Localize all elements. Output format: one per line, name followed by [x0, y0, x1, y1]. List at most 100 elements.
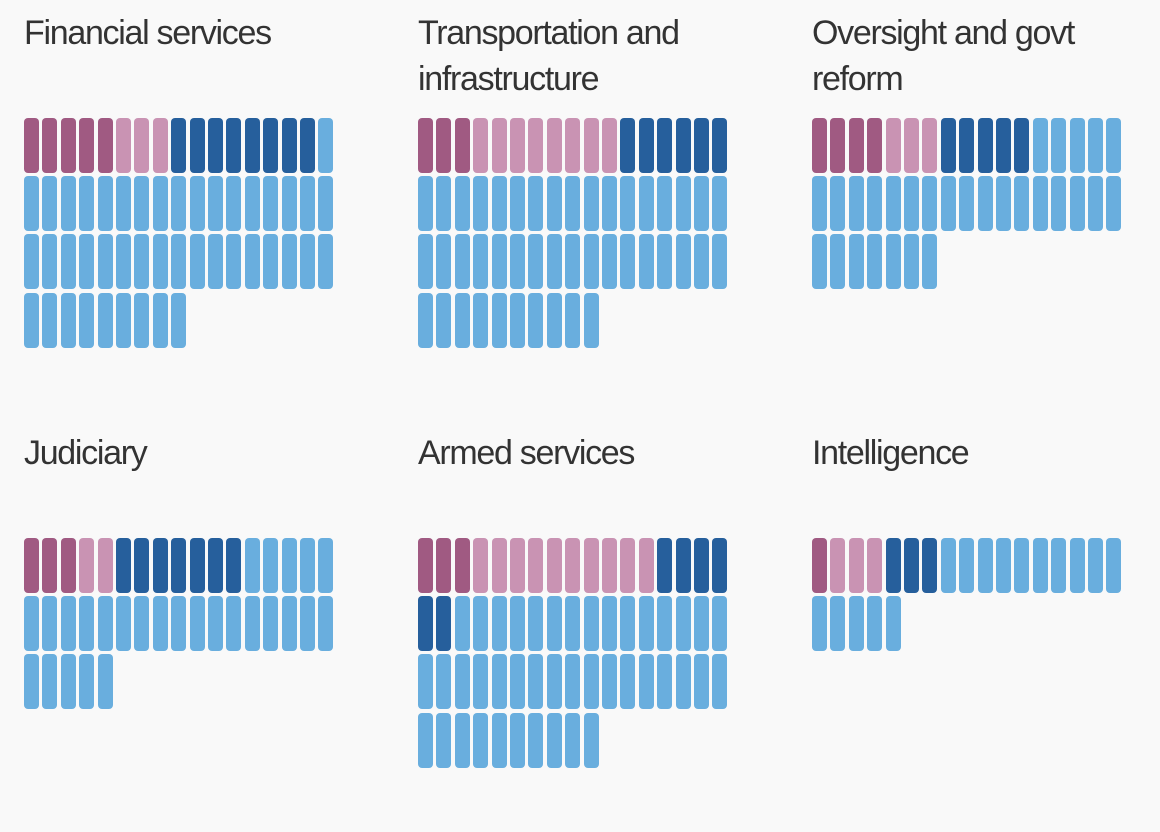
waffle-cell	[546, 596, 562, 652]
waffle-cell	[922, 234, 938, 290]
waffle-cell	[134, 292, 150, 348]
waffle-cell	[208, 176, 223, 232]
waffle-cell	[638, 234, 654, 290]
waffle-cell	[922, 118, 938, 173]
waffle-cell	[1014, 538, 1030, 593]
waffle-cell	[583, 596, 599, 652]
waffle-cell	[171, 234, 187, 290]
waffle-cell	[263, 596, 279, 652]
waffle-cell	[60, 234, 76, 290]
waffle-cell	[189, 596, 205, 652]
waffle-cell	[959, 176, 975, 232]
waffle-cell	[1014, 176, 1030, 232]
waffle-cell	[694, 596, 709, 652]
waffle-cell	[152, 118, 168, 173]
waffle-cell	[620, 176, 636, 232]
waffle-cell	[712, 234, 728, 290]
waffle-cell	[208, 118, 223, 173]
waffle-cell	[1014, 118, 1030, 173]
waffle-cell	[491, 118, 507, 173]
waffle-cell	[226, 538, 242, 593]
waffle-cell	[97, 292, 113, 348]
waffle-cell	[510, 596, 525, 652]
waffle-cell	[436, 234, 452, 290]
waffle-cell	[454, 176, 470, 232]
waffle-cell	[510, 712, 525, 768]
waffle-cell	[79, 176, 95, 232]
waffle-cell	[904, 176, 919, 232]
waffle-cell	[657, 118, 673, 173]
waffle-cell	[473, 538, 489, 593]
waffle-cell	[60, 176, 76, 232]
waffle-cell	[675, 118, 691, 173]
waffle-cell	[510, 118, 525, 173]
waffle-cell	[528, 538, 544, 593]
waffle-cell	[848, 118, 864, 173]
waffle-cell	[226, 176, 242, 232]
waffle-cell	[189, 538, 205, 593]
waffle-cell	[1069, 118, 1085, 173]
waffle-cell	[436, 596, 452, 652]
waffle-cell	[263, 538, 279, 593]
waffle-cell	[418, 234, 433, 290]
waffle-cell	[565, 176, 581, 232]
waffle-cell	[510, 176, 525, 232]
waffle-cell	[189, 118, 205, 173]
waffle-cell	[812, 596, 827, 652]
waffle-cell	[171, 118, 187, 173]
waffle-cell	[565, 292, 581, 348]
waffle-cell	[996, 538, 1011, 593]
waffle-cell	[473, 654, 489, 710]
waffle-cell	[675, 538, 691, 593]
waffle-cell	[208, 538, 223, 593]
waffle-cell	[583, 654, 599, 710]
waffle-cell	[1051, 176, 1067, 232]
waffle-cell	[97, 538, 113, 593]
waffle-cell	[208, 596, 223, 652]
waffle-cell	[694, 538, 709, 593]
waffle-cell	[454, 712, 470, 768]
waffle-cell	[675, 596, 691, 652]
waffle-cell	[473, 292, 489, 348]
waffle-cell	[1051, 118, 1067, 173]
waffle-cell	[24, 176, 39, 232]
waffle-cell	[171, 538, 187, 593]
waffle-cell	[318, 538, 334, 593]
waffle-cell	[812, 538, 827, 593]
waffle-cell	[867, 596, 883, 652]
waffle-cell	[97, 176, 113, 232]
waffle-cell	[867, 538, 883, 593]
waffle-cell	[281, 538, 297, 593]
waffle-cell	[116, 538, 131, 593]
waffle-cell	[638, 538, 654, 593]
waffle-cell	[24, 292, 39, 348]
waffle-cell	[959, 118, 975, 173]
waffle-cell	[830, 596, 846, 652]
panel-title: Armed services	[418, 434, 635, 472]
waffle-cell	[24, 118, 39, 173]
waffle-cell	[940, 538, 956, 593]
waffle-cell	[712, 654, 728, 710]
waffle-cell	[583, 712, 599, 768]
waffle-cell	[473, 596, 489, 652]
waffle-cell	[620, 596, 636, 652]
waffle-cell	[473, 234, 489, 290]
panel-title: Judiciary	[24, 434, 148, 472]
waffle-cell	[602, 118, 617, 173]
waffle-cell	[510, 234, 525, 290]
waffle-cell	[638, 596, 654, 652]
waffle-cell	[583, 234, 599, 290]
waffle-cell	[1088, 176, 1103, 232]
waffle-cell	[152, 176, 168, 232]
waffle-cell	[281, 234, 297, 290]
waffle-cell	[79, 234, 95, 290]
waffle-cell	[1106, 538, 1122, 593]
waffle-cell	[418, 712, 433, 768]
waffle-cell	[116, 176, 131, 232]
waffle-cell	[244, 596, 260, 652]
waffle-cell	[657, 538, 673, 593]
waffle-cell	[300, 176, 315, 232]
waffle-cell	[263, 176, 279, 232]
waffle-cell	[454, 538, 470, 593]
waffle-cell	[226, 596, 242, 652]
